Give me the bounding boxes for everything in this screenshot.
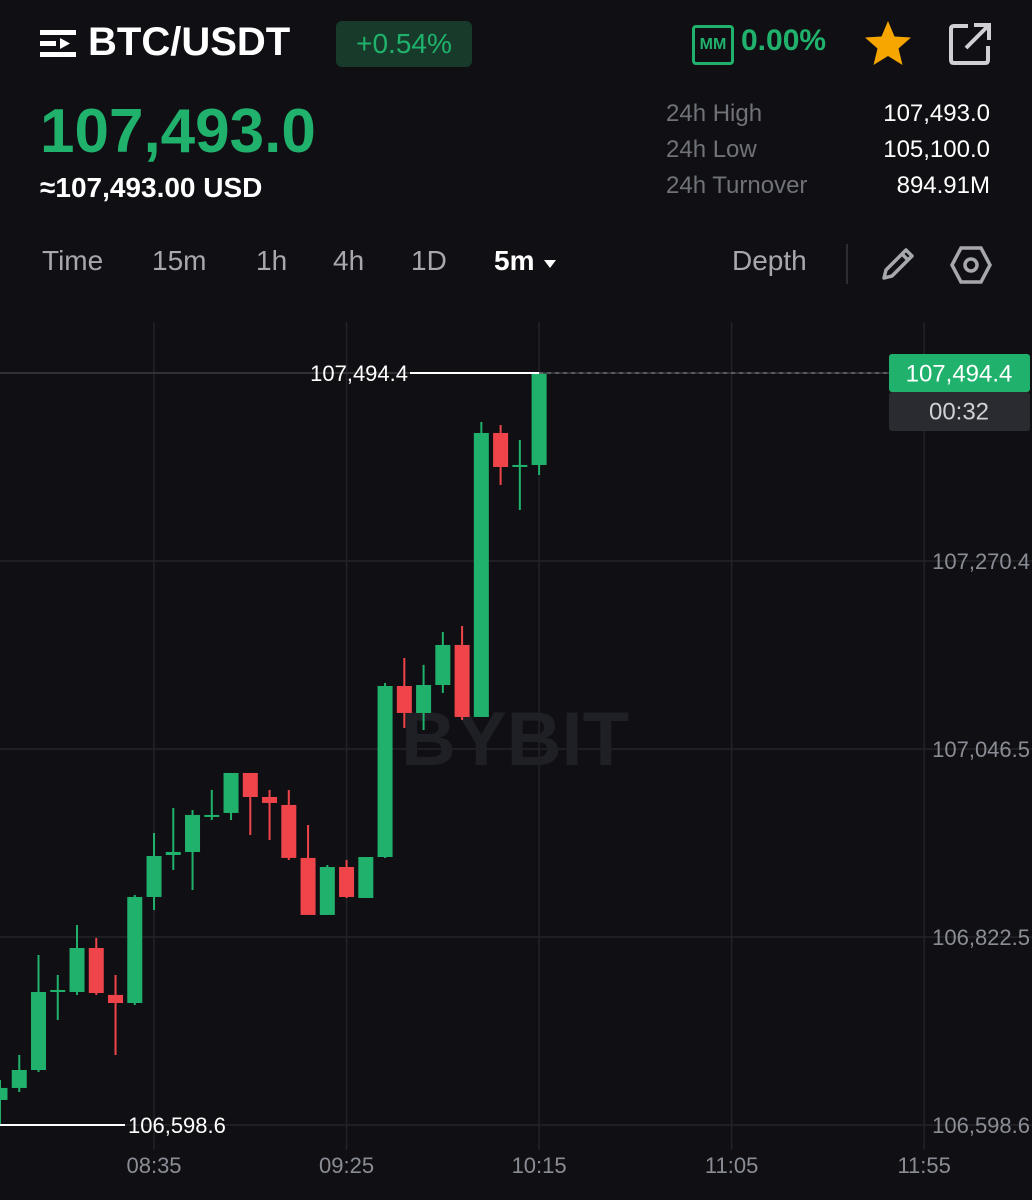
mm-value: 0.00% xyxy=(741,24,827,57)
y-tick-label: 107,046.5 xyxy=(932,737,1030,762)
candle-body xyxy=(339,867,355,897)
last-price-label: 107,494.4 xyxy=(906,360,1013,387)
interval-tab[interactable]: 15m xyxy=(152,245,207,276)
interval-tab[interactable]: 1h xyxy=(256,245,288,276)
x-tick-label: 11:55 xyxy=(897,1153,950,1178)
candle-body xyxy=(473,432,489,717)
candle-body xyxy=(377,686,393,858)
menu-icon[interactable] xyxy=(40,28,78,60)
mm-icon[interactable]: MM xyxy=(692,25,734,65)
draw-tool-icon[interactable] xyxy=(878,244,918,284)
y-tick-label: 106,822.5 xyxy=(932,925,1030,950)
candle-body xyxy=(108,994,124,1004)
dropdown-arrow[interactable] xyxy=(543,259,557,269)
low-marker-label: 106,598.6 xyxy=(128,1113,226,1138)
candle-body xyxy=(223,772,239,813)
candle-body xyxy=(127,896,143,1004)
candle-body xyxy=(204,814,220,817)
candle-body xyxy=(146,856,162,897)
candle-body xyxy=(0,1087,8,1100)
x-tick-label: 09:25 xyxy=(319,1153,374,1178)
candle-body xyxy=(262,796,278,803)
stat-value: 894.91M xyxy=(896,172,990,199)
stat-label: 24h Low xyxy=(666,136,757,163)
candle-body xyxy=(11,1069,27,1088)
stat-label: 24h Turnover xyxy=(666,172,808,199)
candle-body xyxy=(319,867,335,915)
candle-body xyxy=(69,948,85,993)
usd-price: ≈107,493.00 USD xyxy=(40,172,263,203)
favorite-star[interactable] xyxy=(862,19,914,69)
candle-body xyxy=(396,686,412,713)
x-tick-label: 10:15 xyxy=(512,1153,567,1178)
high-marker-label: 107,494.4 xyxy=(310,361,408,386)
candle-body xyxy=(531,372,547,465)
pair[interactable]: BTC/USDT xyxy=(88,20,291,64)
last-price: 107,493.0 xyxy=(40,97,316,166)
separator xyxy=(846,244,848,284)
candle-body xyxy=(416,685,432,713)
change-badge: +0.54% xyxy=(336,21,472,67)
candle-body xyxy=(242,772,258,797)
y-tick-label: 107,270.4 xyxy=(932,549,1030,574)
interval-tab[interactable]: 5m xyxy=(494,245,535,276)
stat-value: 107,493.0 xyxy=(883,100,990,127)
interval-tab[interactable]: Time xyxy=(42,245,104,276)
watermark: BYBIT xyxy=(401,697,629,782)
candle-body xyxy=(300,857,316,915)
interval-tab[interactable]: 1D xyxy=(411,245,447,276)
countdown-box xyxy=(889,391,1030,431)
candle-body xyxy=(358,857,374,898)
candle-body xyxy=(493,432,509,467)
countdown: 00:32 xyxy=(929,398,989,425)
candle-body xyxy=(88,948,104,994)
candle-body xyxy=(185,814,201,852)
candle-body xyxy=(512,464,528,467)
x-tick-label: 11:05 xyxy=(705,1153,758,1178)
last-price-box xyxy=(889,353,1030,392)
share-icon[interactable] xyxy=(946,20,994,68)
stat-label: 24h High xyxy=(666,100,763,127)
candle-body xyxy=(454,644,470,717)
depth-tab[interactable]: Depth xyxy=(732,245,807,276)
candle-body xyxy=(281,804,297,858)
y-tick-label: 106,598.6 xyxy=(932,1113,1030,1138)
interval-tab[interactable]: 4h xyxy=(333,245,365,276)
settings-icon[interactable] xyxy=(950,244,992,286)
x-tick-label: 08:35 xyxy=(126,1153,181,1178)
candle-body xyxy=(435,644,451,686)
stat-value: 105,100.0 xyxy=(883,136,990,163)
candle-body xyxy=(31,992,47,1070)
candle-body xyxy=(165,851,181,855)
candle-body xyxy=(50,989,66,993)
